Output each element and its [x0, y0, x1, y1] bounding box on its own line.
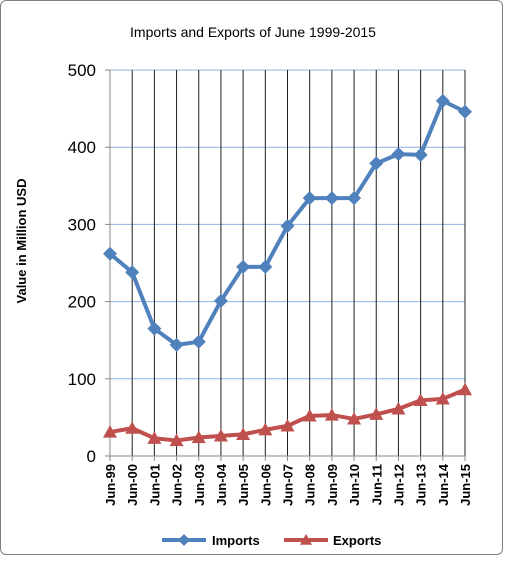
x-tick-label: Jun-09 [325, 464, 340, 506]
imports-point [147, 321, 162, 336]
y-tick-labels: 0 100 200 300 400 500 [68, 61, 96, 466]
exports-point [391, 401, 406, 415]
imports-point [369, 156, 384, 171]
x-tick-label: Jun-01 [147, 464, 162, 506]
legend: Imports Exports [162, 533, 381, 548]
exports-point [169, 433, 184, 447]
exports-point [147, 431, 162, 444]
exports-point [347, 411, 362, 425]
chart-title: Imports and Exports of June 1999-2015 [130, 24, 376, 40]
grid-lines [110, 69, 466, 456]
x-tick-label: Jun-99 [103, 464, 118, 506]
exports-point [413, 393, 428, 407]
exports-point [324, 408, 339, 421]
x-tick-label: Jun-03 [192, 464, 207, 506]
x-tick-label: Jun-13 [414, 464, 429, 506]
y-axis-label: Value in Million USD [14, 179, 29, 304]
exports-point [236, 427, 251, 440]
exports-point [369, 407, 384, 420]
x-tick-label: Jun-14 [436, 463, 451, 506]
legend-diamond-marker [178, 534, 190, 546]
x-tick-label: Jun-00 [125, 464, 140, 506]
imports-point [125, 265, 140, 280]
legend-triangle-marker [300, 534, 312, 545]
x-tick-label: Jun-06 [258, 464, 273, 506]
x-tick-label: Jun-15 [458, 464, 473, 506]
y-tick-label: 200 [68, 293, 96, 312]
exports-point [125, 421, 140, 434]
exports-point [213, 428, 228, 442]
y-tick-label: 300 [68, 215, 96, 234]
exports-point [103, 425, 117, 438]
legend-item-exports: Exports [284, 533, 381, 548]
x-tick-label: Jun-02 [170, 464, 185, 506]
axes [105, 69, 466, 461]
imports-point [258, 259, 273, 274]
imports-point [324, 191, 339, 206]
imports-point [213, 293, 228, 308]
imports-point [458, 104, 472, 119]
exports-point [302, 408, 317, 422]
x-tick-label: Jun-10 [347, 464, 362, 506]
imports-point [280, 218, 295, 233]
imports-point [236, 259, 251, 274]
legend-label: Exports [333, 533, 381, 548]
exports-point [191, 430, 206, 444]
y-tick-label: 0 [87, 447, 96, 466]
series [103, 93, 472, 447]
imports-point [169, 337, 184, 352]
x-tick-label: Jun-08 [303, 464, 318, 506]
imports-point [435, 93, 450, 108]
imports-point [391, 147, 406, 162]
x-tick-label: Jun-11 [369, 464, 384, 505]
legend-item-imports: Imports [162, 533, 260, 548]
imports-point [191, 334, 206, 349]
y-tick-label: 500 [68, 61, 96, 80]
x-tick-label: Jun-05 [236, 464, 251, 506]
imports-point [347, 191, 362, 206]
imports-point [302, 191, 317, 206]
x-tick-label: Jun-12 [391, 464, 406, 506]
imports-point [413, 147, 428, 162]
x-tick-label: Jun-04 [214, 463, 229, 506]
exports-point [435, 391, 450, 405]
exports-point [280, 418, 295, 432]
x-tick-labels: Jun-99 Jun-00 Jun-01 Jun-02 Jun-03 Jun-04 Jun-… [103, 463, 473, 506]
legend-label: Imports [212, 533, 260, 548]
exports-point [458, 382, 472, 396]
imports-point [103, 246, 117, 261]
y-tick-label: 100 [68, 370, 96, 389]
exports-point [258, 422, 273, 436]
x-tick-label: Jun-07 [281, 464, 296, 506]
y-tick-label: 400 [68, 138, 96, 157]
